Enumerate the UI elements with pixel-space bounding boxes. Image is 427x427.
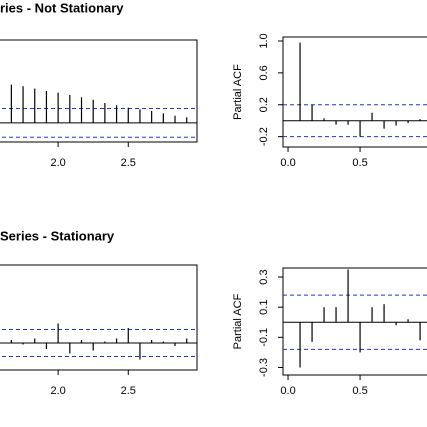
x-tick-label: 2.0 [50, 385, 65, 397]
y-tick-label: 1.0 [258, 33, 270, 48]
x-tick-label: 2.5 [121, 385, 136, 397]
chart-title: Series - Stationary [0, 228, 115, 243]
x-tick-label: 0.0 [280, 385, 295, 397]
y-tick-label: -0.1 [258, 328, 270, 347]
x-tick-label: 0.5 [352, 157, 367, 169]
y-tick-label: -0.3 [258, 358, 270, 377]
plot-frame [282, 36, 427, 148]
y-tick-label: 0.6 [258, 65, 270, 80]
chart-title: ries - Not Stationary [0, 0, 124, 15]
y-tick-label: -0.2 [258, 127, 270, 146]
plot-frame [0, 264, 198, 371]
plot-frame [282, 267, 427, 376]
y-tick-label: 0.2 [258, 97, 270, 112]
x-tick-label: 2.5 [121, 157, 136, 169]
y-axis-label: Partial ACF [232, 64, 244, 120]
y-axis-label: Partial ACF [232, 293, 244, 349]
x-tick-label: 2.0 [50, 157, 65, 169]
y-tick-label: 0.3 [258, 269, 270, 284]
x-tick-label: 0.5 [352, 385, 367, 397]
x-tick-label: 0.0 [280, 157, 295, 169]
plot-frame [0, 39, 198, 143]
y-tick-label: 0.1 [258, 300, 270, 315]
